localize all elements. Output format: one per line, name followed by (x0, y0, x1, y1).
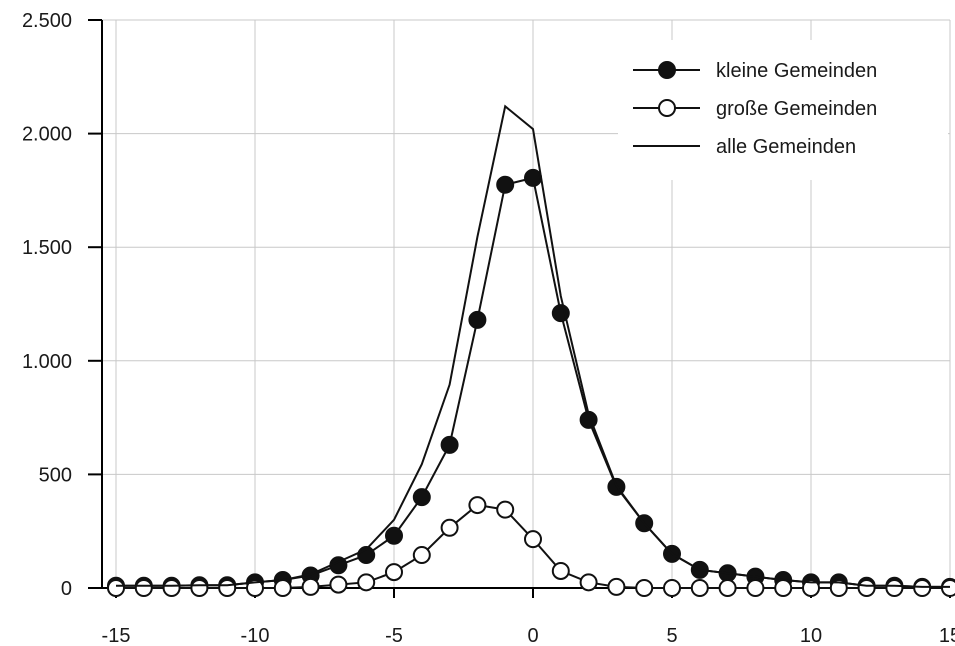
data-point (218, 579, 237, 597)
x-tick-label: 10 (800, 625, 822, 646)
data-point (496, 500, 515, 519)
x-tick-label: 0 (527, 625, 538, 646)
data-point (134, 579, 153, 597)
legend-label: alle Gemeinden (716, 136, 856, 158)
data-point (857, 579, 876, 597)
x-tick-label: 5 (666, 625, 677, 646)
data-point (385, 563, 403, 582)
data-point (246, 579, 264, 597)
data-point (468, 310, 487, 329)
data-point (107, 579, 125, 597)
data-point (385, 526, 403, 545)
legend-label: große Gemeinden (716, 98, 877, 120)
y-tick-label: 0 (61, 578, 72, 600)
y-tick-label: 2.500 (22, 10, 72, 32)
data-point (663, 579, 681, 597)
y-tick-label: 1.500 (22, 237, 72, 259)
data-point (524, 530, 542, 549)
x-tick-label: 15 (939, 625, 955, 646)
y-tick-label: 2.000 (22, 124, 72, 146)
legend: kleine Gemeinden große Gemeinden alle Geme… (618, 40, 948, 180)
data-point (746, 579, 765, 597)
data-point (829, 579, 848, 597)
data-point (774, 579, 793, 597)
data-point (802, 579, 820, 597)
data-point (440, 435, 459, 454)
data-point (468, 496, 487, 515)
series (107, 104, 955, 597)
data-point (357, 573, 376, 592)
data-point (301, 577, 320, 596)
x-tick-label: -5 (385, 625, 403, 646)
data-point (524, 168, 542, 187)
data-point (579, 573, 598, 592)
data-point (412, 488, 431, 507)
data-point (412, 546, 431, 565)
legend-marker (658, 61, 676, 79)
data-point (941, 579, 955, 597)
data-point (551, 561, 570, 580)
y-tick-label: 1.000 (22, 351, 72, 373)
data-point (913, 579, 932, 597)
data-point (162, 579, 181, 597)
data-point (273, 579, 292, 597)
x-tick-label: -15 (102, 625, 131, 646)
data-point (718, 579, 737, 597)
legend-marker (658, 99, 676, 117)
data-point (607, 577, 626, 596)
data-point (885, 579, 904, 597)
data-point (635, 579, 654, 597)
legend-label: kleine Gemeinden (716, 60, 877, 82)
x-tick-label: -10 (241, 625, 270, 646)
data-point (690, 579, 709, 597)
y-tick-label: 500 (39, 464, 72, 486)
data-point (496, 175, 515, 194)
data-point (190, 579, 209, 597)
data-point (440, 518, 459, 537)
series-line-2 (116, 104, 950, 588)
data-point (329, 575, 348, 594)
